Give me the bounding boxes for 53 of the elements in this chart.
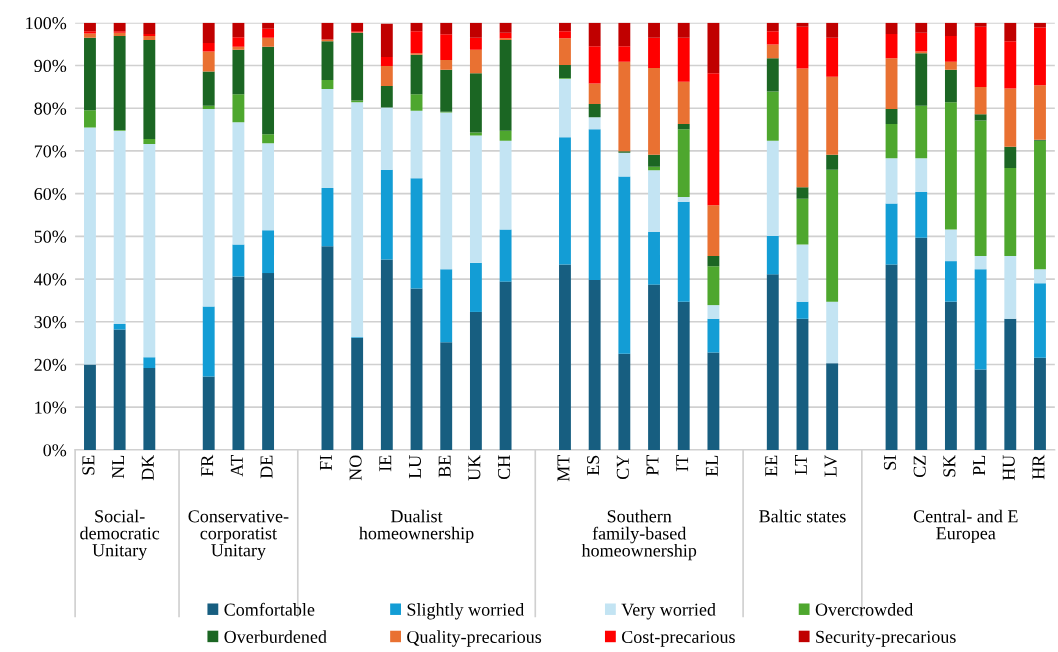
text: Southern family-based homeownership [581,509,697,561]
text: Social- democratic Unitary [80,509,160,561]
x-tick-label: NL [112,455,124,479]
y-tick-label: 20% [34,358,67,371]
x-tick-label: FR [201,454,214,477]
x-tick-label: PL [973,455,985,476]
x-tick-label: DK [141,454,154,481]
x-tick-label: PT [646,455,659,476]
y-tick-label: 50% [34,230,67,243]
text: Baltic states [759,509,846,523]
x-tick-label: ES [587,455,600,476]
legend-label: Very worried [621,603,716,620]
x-tick-label: LV [824,454,837,477]
text: Conservative- corporatist Unitary [188,510,289,561]
x-tick-label: HR [1032,454,1045,480]
x-tick-label: CH [497,455,511,480]
legend-label: Overcrowded [815,603,914,616]
legend-label: Overburdened [224,630,327,643]
y-tick-label: 30% [34,316,67,329]
y-tick-label: 70% [34,145,67,158]
y-tick-label: 90% [34,59,67,73]
x-tick-label: HU [1002,455,1015,481]
legend-label: Cost-precarious [621,630,735,647]
x-tick-label: CZ [913,455,926,478]
x-tick-label: SE [82,455,95,475]
y-tick-label: 60% [34,187,67,201]
x-tick-label: LT [795,455,807,475]
x-tick-label: BE [438,455,451,478]
x-tick-label: UK [468,454,481,481]
x-tick-label: EL [705,455,718,477]
x-tick-label: IT [676,455,689,472]
y-tick-label: 80% [34,102,67,115]
x-tick-label: SI [883,455,897,470]
x-tick-label: SK [943,454,956,477]
x-tick-label: NO [349,455,362,481]
x-tick-label: LU [409,455,422,479]
x-tick-label: CY [616,455,629,480]
text: Central- and E Europea [913,509,1018,544]
y-tick-label: 0% [43,444,67,457]
x-tick-label: DE [260,455,273,479]
text: Dualist homeownership [359,509,474,544]
x-tick-label: FI [319,455,332,471]
x-tick-label: IE [379,455,392,472]
y-tick-label: 100% [26,17,67,30]
legend-label: Quality-precarious [407,630,542,647]
x-tick-label: EE [765,455,778,477]
legend-label: Comfortable [224,602,315,616]
legend-label: Slightly worried [407,603,525,620]
legend-label: Security-precarious [816,630,956,647]
x-tick-label: AT [230,455,243,477]
x-tick-label: MT [557,455,570,482]
y-tick-label: 40% [34,273,67,286]
y-tick-label: 10% [35,401,67,414]
